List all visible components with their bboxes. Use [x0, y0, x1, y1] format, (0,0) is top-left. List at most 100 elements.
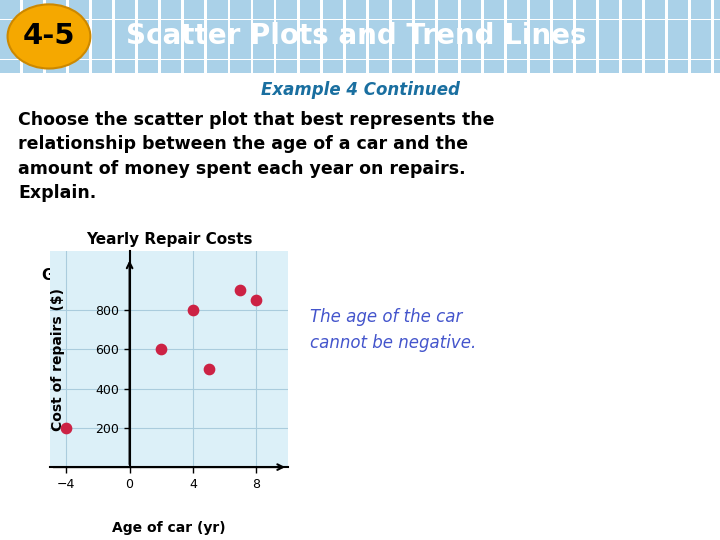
FancyBboxPatch shape	[184, 19, 204, 32]
FancyBboxPatch shape	[438, 6, 458, 19]
FancyBboxPatch shape	[691, 33, 711, 46]
FancyBboxPatch shape	[668, 46, 688, 59]
FancyBboxPatch shape	[369, 46, 389, 59]
FancyBboxPatch shape	[691, 60, 711, 73]
FancyBboxPatch shape	[23, 6, 43, 19]
FancyBboxPatch shape	[553, 6, 573, 19]
FancyBboxPatch shape	[599, 19, 619, 32]
FancyBboxPatch shape	[530, 46, 550, 59]
Text: Choose the scatter plot that best represents the
relationship between the age of: Choose the scatter plot that best repres…	[18, 111, 495, 202]
FancyBboxPatch shape	[438, 19, 458, 32]
FancyBboxPatch shape	[23, 33, 43, 46]
FancyBboxPatch shape	[530, 33, 550, 46]
Y-axis label: Cost of repairs ($): Cost of repairs ($)	[50, 288, 65, 430]
FancyBboxPatch shape	[645, 33, 665, 46]
Text: The age of the car
cannot be negative.: The age of the car cannot be negative.	[310, 308, 476, 352]
FancyBboxPatch shape	[484, 6, 504, 19]
FancyBboxPatch shape	[92, 46, 112, 59]
FancyBboxPatch shape	[323, 19, 343, 32]
FancyBboxPatch shape	[714, 0, 720, 6]
FancyBboxPatch shape	[691, 6, 711, 19]
FancyBboxPatch shape	[276, 33, 297, 46]
FancyBboxPatch shape	[668, 19, 688, 32]
FancyBboxPatch shape	[484, 60, 504, 73]
FancyBboxPatch shape	[46, 0, 66, 6]
FancyBboxPatch shape	[0, 46, 20, 59]
FancyBboxPatch shape	[415, 6, 435, 19]
FancyBboxPatch shape	[230, 0, 251, 6]
FancyBboxPatch shape	[691, 46, 711, 59]
FancyBboxPatch shape	[92, 19, 112, 32]
FancyBboxPatch shape	[23, 19, 43, 32]
Text: Example 4 Continued: Example 4 Continued	[261, 81, 459, 99]
FancyBboxPatch shape	[507, 6, 527, 19]
FancyBboxPatch shape	[69, 33, 89, 46]
FancyBboxPatch shape	[507, 46, 527, 59]
FancyBboxPatch shape	[207, 46, 228, 59]
FancyBboxPatch shape	[92, 0, 112, 6]
FancyBboxPatch shape	[461, 33, 481, 46]
Point	[251, 296, 262, 305]
FancyBboxPatch shape	[138, 19, 158, 32]
FancyBboxPatch shape	[184, 46, 204, 59]
FancyBboxPatch shape	[253, 60, 274, 73]
Point	[235, 286, 246, 295]
FancyBboxPatch shape	[530, 6, 550, 19]
FancyBboxPatch shape	[392, 46, 412, 59]
FancyBboxPatch shape	[300, 0, 320, 6]
FancyBboxPatch shape	[415, 19, 435, 32]
FancyBboxPatch shape	[415, 0, 435, 6]
FancyBboxPatch shape	[300, 33, 320, 46]
FancyBboxPatch shape	[622, 19, 642, 32]
FancyBboxPatch shape	[507, 19, 527, 32]
FancyBboxPatch shape	[714, 19, 720, 32]
FancyBboxPatch shape	[484, 0, 504, 6]
FancyBboxPatch shape	[346, 0, 366, 6]
FancyBboxPatch shape	[69, 0, 89, 6]
FancyBboxPatch shape	[576, 60, 596, 73]
FancyBboxPatch shape	[438, 60, 458, 73]
FancyBboxPatch shape	[369, 60, 389, 73]
FancyBboxPatch shape	[599, 60, 619, 73]
FancyBboxPatch shape	[161, 0, 181, 6]
FancyBboxPatch shape	[69, 46, 89, 59]
FancyBboxPatch shape	[323, 0, 343, 6]
FancyBboxPatch shape	[484, 33, 504, 46]
FancyBboxPatch shape	[553, 19, 573, 32]
FancyBboxPatch shape	[369, 19, 389, 32]
FancyBboxPatch shape	[553, 60, 573, 73]
FancyBboxPatch shape	[138, 6, 158, 19]
FancyBboxPatch shape	[230, 46, 251, 59]
FancyBboxPatch shape	[276, 46, 297, 59]
FancyBboxPatch shape	[300, 46, 320, 59]
FancyBboxPatch shape	[668, 60, 688, 73]
FancyBboxPatch shape	[115, 6, 135, 19]
FancyBboxPatch shape	[207, 60, 228, 73]
FancyBboxPatch shape	[553, 0, 573, 6]
FancyBboxPatch shape	[599, 33, 619, 46]
FancyBboxPatch shape	[138, 33, 158, 46]
FancyBboxPatch shape	[346, 46, 366, 59]
Text: Graph A: Graph A	[42, 268, 111, 283]
Text: Holt McDougal Algebra 1: Holt McDougal Algebra 1	[7, 513, 202, 526]
FancyBboxPatch shape	[691, 19, 711, 32]
FancyBboxPatch shape	[115, 33, 135, 46]
FancyBboxPatch shape	[553, 33, 573, 46]
FancyBboxPatch shape	[668, 33, 688, 46]
Point	[60, 423, 72, 432]
FancyBboxPatch shape	[461, 60, 481, 73]
FancyBboxPatch shape	[253, 46, 274, 59]
FancyBboxPatch shape	[415, 33, 435, 46]
FancyBboxPatch shape	[161, 6, 181, 19]
FancyBboxPatch shape	[645, 46, 665, 59]
FancyBboxPatch shape	[461, 0, 481, 6]
FancyBboxPatch shape	[184, 60, 204, 73]
FancyBboxPatch shape	[323, 46, 343, 59]
FancyBboxPatch shape	[714, 46, 720, 59]
Text: Copyright © by Holt McDougal. All Rights Reserved.: Copyright © by Holt McDougal. All Rights…	[459, 515, 713, 525]
FancyBboxPatch shape	[253, 19, 274, 32]
FancyBboxPatch shape	[369, 33, 389, 46]
FancyBboxPatch shape	[0, 19, 20, 32]
FancyBboxPatch shape	[161, 19, 181, 32]
FancyBboxPatch shape	[392, 60, 412, 73]
